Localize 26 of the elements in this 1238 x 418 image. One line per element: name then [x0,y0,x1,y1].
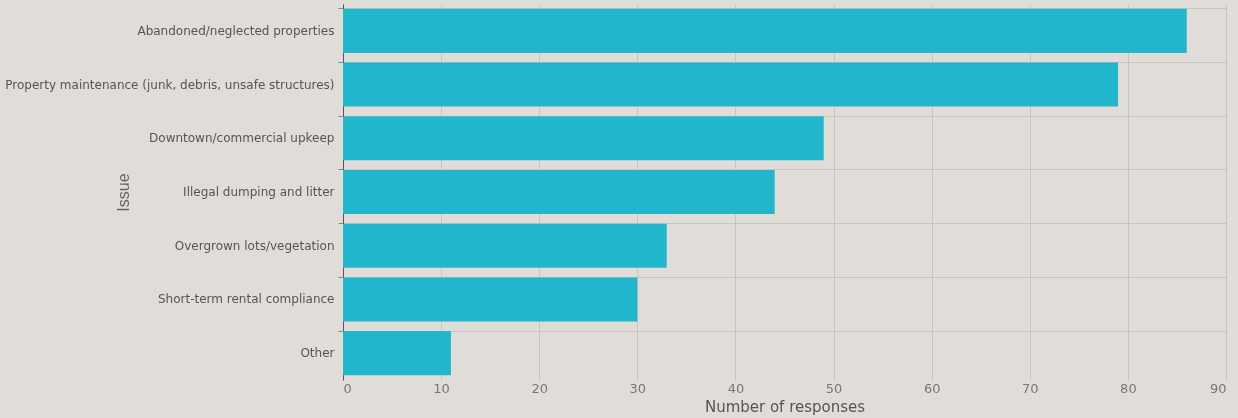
y-tick-label: Downtown/commercial upkeep [149,131,335,146]
y-tick-label: Property maintenance (junk, debris, unsafe structures) [5,77,335,92]
x-tick-label: 50 [825,380,843,396]
bar [343,8,1187,53]
x-tick-label: 20 [531,380,548,396]
bar [343,223,667,268]
x-tick-label: 90 [1209,380,1227,396]
x-tick-label: 60 [923,380,941,396]
y-tick-label: Abandoned/neglected properties [137,23,335,38]
x-axis-title: Number of responses [704,397,866,416]
x-tick-label: 10 [433,380,450,396]
x-tick-label: 0 [343,380,352,396]
y-tick-label: Illegal dumping and litter [183,185,335,199]
bar [343,331,451,376]
x-tick-label: 40 [727,380,745,396]
x-tick-label: 80 [1120,380,1137,396]
y-tick-label: Other [300,346,335,361]
bar [343,277,638,322]
bar [343,169,775,215]
y-tick-label: Short-term rental compliance [157,292,335,307]
x-tick-label: 30 [629,380,647,396]
x-tick-label: 70 [1022,380,1039,396]
y-tick-label: Overgrown lots/vegetation [174,238,335,253]
bar [343,62,1119,107]
y-axis-title: Issue [114,173,132,212]
bar [343,116,824,161]
